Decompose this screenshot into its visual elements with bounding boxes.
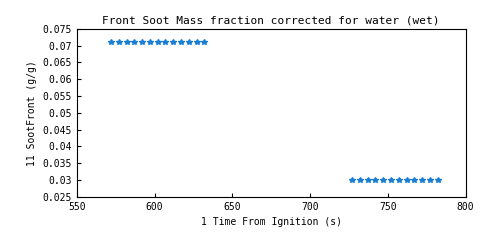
- Y-axis label: 11 SootFront (g/g): 11 SootFront (g/g): [27, 60, 37, 166]
- Title: Front Soot Mass fraction corrected for water (wet): Front Soot Mass fraction corrected for w…: [102, 15, 440, 25]
- X-axis label: 1 Time From Ignition (s): 1 Time From Ignition (s): [201, 217, 342, 227]
